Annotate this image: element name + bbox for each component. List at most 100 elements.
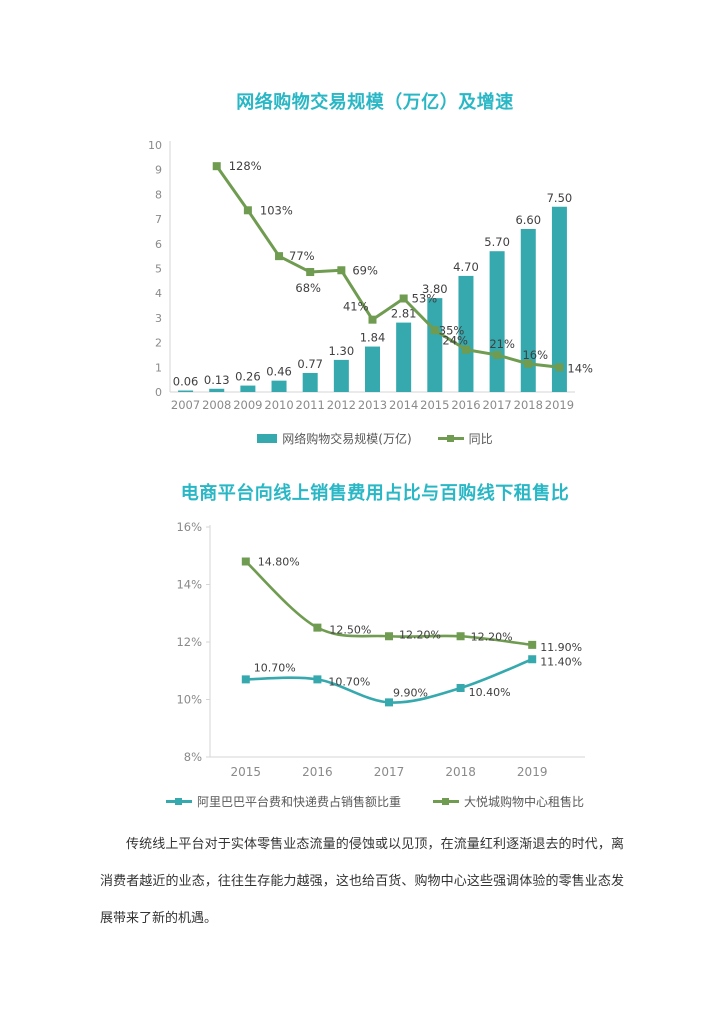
svg-text:2009: 2009 [233,398,262,412]
legend-item-alibaba-fee: 阿里巴巴平台费和快递费占销售额比重 [165,793,401,810]
svg-text:10.40%: 10.40% [469,686,511,699]
y-axis-labels: 0 1 2 3 4 5 6 7 8 9 10 [148,139,162,399]
growth-line-series [212,162,564,372]
svg-text:0.26: 0.26 [235,370,261,384]
svg-text:8: 8 [155,188,162,201]
svg-text:9.90%: 9.90% [393,686,428,699]
legend-item-yoy: 同比 [437,430,493,447]
svg-text:12.50%: 12.50% [329,624,371,637]
legend-item-joycity-ratio: 大悦城购物中心租售比 [433,793,584,810]
green-line-swatch [433,797,459,806]
svg-text:2015: 2015 [420,398,449,412]
teal-line-swatch [165,797,192,806]
svg-text:1.84: 1.84 [360,331,386,345]
svg-text:2016: 2016 [451,398,480,412]
svg-text:2019: 2019 [545,398,574,412]
svg-text:2018: 2018 [514,398,543,412]
svg-text:12.20%: 12.20% [399,628,441,641]
svg-text:128%: 128% [229,159,262,173]
bar-series-swatch [257,434,278,443]
svg-text:24%: 24% [442,334,468,348]
chart1-legend: 网络购物交易规模(万亿) 同比 [140,430,610,447]
svg-text:8%: 8% [184,750,202,764]
legend-label-transaction-scale: 网络购物交易规模(万亿) [282,432,412,446]
svg-text:2008: 2008 [202,398,231,412]
svg-text:11.90%: 11.90% [540,641,582,654]
joycity-ratio-line [241,557,537,649]
svg-text:5.70: 5.70 [484,235,510,249]
svg-text:10: 10 [148,139,162,152]
svg-text:6: 6 [155,238,162,251]
svg-text:1.30: 1.30 [329,344,355,358]
svg-text:2014: 2014 [389,398,418,412]
svg-text:69%: 69% [352,263,378,277]
svg-text:2010: 2010 [264,398,293,412]
bar-line-chart: 0 1 2 3 4 5 6 7 8 9 10 2007 2008 2009 2010 2011 2012 2013… [148,139,593,412]
chart2-legend: 阿里巴巴平台费和快递费占销售额比重 大悦城购物中心租售比 [140,793,610,810]
svg-text:5: 5 [155,263,162,276]
svg-text:12.20%: 12.20% [471,630,513,643]
svg-text:3: 3 [155,312,162,325]
svg-text:2019: 2019 [517,765,548,779]
svg-text:2016: 2016 [302,765,333,779]
svg-text:6.60: 6.60 [515,213,541,227]
svg-text:0.13: 0.13 [204,373,230,387]
svg-text:4.70: 4.70 [453,260,479,274]
svg-text:2.81: 2.81 [391,307,417,321]
chart1-title: 网络购物交易规模（万亿）及增速 [236,92,514,113]
svg-text:12%: 12% [176,635,202,649]
x-axis-labels: 2007 2008 2009 2010 2011 2012 2013 2014 2015 2016… [171,398,574,412]
svg-text:2018: 2018 [445,765,476,779]
dual-line-chart: 8% 10% 12% 14% 16% 2015 2016 2017 2018 2019 10.70%… [176,520,585,779]
svg-text:3.80: 3.80 [422,282,448,296]
svg-text:9: 9 [155,164,162,177]
line-series-swatch [437,434,464,443]
svg-text:7.50: 7.50 [547,191,573,205]
bar-value-labels: 0.06 0.13 0.26 0.46 0.77 1.30 1.84 2.81 3.80 4.70… [173,191,572,389]
svg-text:0.46: 0.46 [266,365,292,379]
axes [209,525,585,758]
analysis-paragraph: 传统线上平台对于实体零售业态流量的侵蚀或以见顶，在流量红利逐渐退去的时代，离消费… [100,837,624,926]
svg-text:2: 2 [155,337,162,350]
svg-text:35%: 35% [439,323,465,337]
svg-text:10%: 10% [176,693,202,707]
bar-series [178,206,567,392]
legend-label-yoy: 同比 [468,432,493,446]
svg-text:2017: 2017 [374,765,405,779]
svg-text:7: 7 [155,213,162,226]
svg-text:68%: 68% [295,281,321,295]
y-axis-labels: 8% 10% 12% 14% 16% [176,520,210,764]
svg-text:1: 1 [155,361,162,374]
alibaba-fee-line [241,655,537,707]
svg-text:103%: 103% [260,203,293,217]
svg-text:11.40%: 11.40% [540,655,582,668]
joycity-ratio-line-labels: 14.80% 12.50% 12.20% 12.20% 11.90% [258,556,582,654]
legend-item-transaction-scale: 网络购物交易规模(万亿) [257,430,412,447]
svg-text:53%: 53% [412,291,438,305]
chart2-title: 电商平台向线上销售费用占比与百购线下租售比 [180,483,570,504]
alibaba-fee-line-labels: 10.70% 10.70% 9.90% 10.40% 11.40% [254,655,582,699]
x-axis-labels: 2015 2016 2017 2018 2019 [231,765,548,779]
svg-text:2012: 2012 [327,398,356,412]
svg-text:2015: 2015 [231,765,262,779]
svg-text:0.77: 0.77 [297,357,323,371]
svg-text:0: 0 [155,386,162,399]
svg-text:16%: 16% [522,348,548,362]
svg-text:77%: 77% [289,249,315,263]
growth-line-labels: 128% 103% 77% 68% 69% 41% 53% 35%24% 21% 16% 14% [229,159,593,375]
svg-text:21%: 21% [489,337,515,351]
svg-text:2013: 2013 [358,398,387,412]
svg-text:2011: 2011 [296,398,325,412]
svg-text:16%: 16% [176,520,202,534]
svg-text:41%: 41% [343,300,369,314]
svg-text:2017: 2017 [482,398,511,412]
svg-text:10.70%: 10.70% [328,675,370,688]
legend-label-alibaba-fee: 阿里巴巴平台费和快递费占销售额比重 [196,795,401,809]
svg-text:14%: 14% [176,578,202,592]
svg-text:14.80%: 14.80% [258,556,300,569]
svg-text:0.06: 0.06 [173,375,199,389]
svg-text:4: 4 [155,287,162,300]
svg-text:14%: 14% [567,361,593,375]
legend-label-joycity-ratio: 大悦城购物中心租售比 [464,795,585,809]
